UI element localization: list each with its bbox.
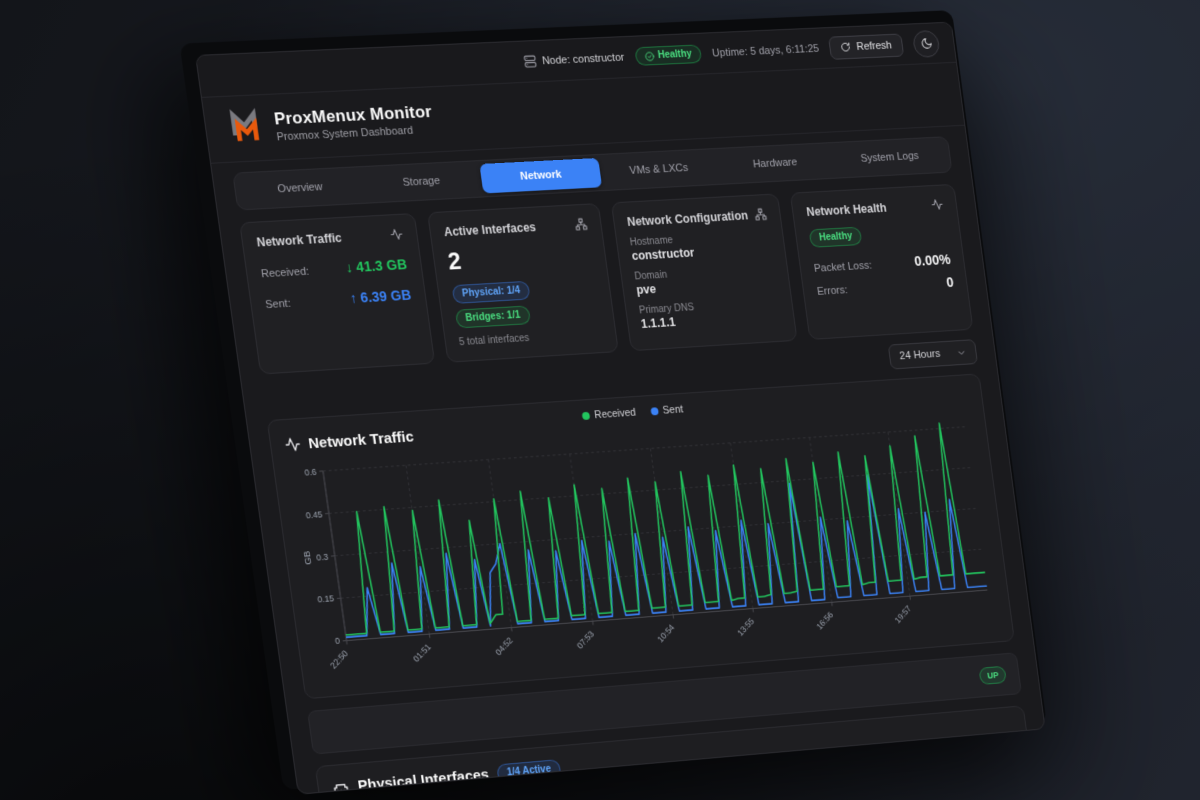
tab-vms-lxcs[interactable]: VMs & LXCs (628, 162, 689, 177)
sent-dot (650, 407, 659, 416)
moon-icon (919, 37, 932, 50)
uptime-text: Uptime: 5 days, 6:11:25 (711, 42, 820, 59)
svg-text:19:57: 19:57 (893, 603, 913, 625)
node-indicator: Node: constructor (523, 51, 625, 68)
node-label: Node: constructor (541, 51, 626, 67)
sent-value: ↑ 6.39 GB (348, 286, 413, 307)
refresh-button[interactable]: Refresh (828, 33, 905, 60)
card-title: Active Interfaces (443, 220, 537, 240)
activity-icon (284, 436, 302, 453)
active-count-badge: 1/4 Active (496, 759, 562, 784)
svg-text:16:56: 16:56 (814, 610, 835, 632)
chart-title: Network Traffic (307, 427, 415, 452)
svg-text:04:52: 04:52 (493, 635, 514, 657)
tab-overview[interactable]: Overview (276, 181, 324, 196)
activity-icon (930, 198, 943, 211)
card-title: Network Configuration (626, 208, 749, 229)
chevron-down-icon (956, 347, 967, 358)
bridges-count-badge: Bridges: 1/1 (454, 305, 532, 329)
card-title: Network Health (805, 201, 888, 219)
active-interface-count: 2 (446, 248, 463, 276)
total-interfaces-caption: 5 total interfaces (458, 333, 531, 349)
card-title: Network Traffic (255, 230, 343, 250)
check-circle-icon (644, 51, 655, 61)
traffic-chart-svg: 0 0.15 0.3 0.45 0.6 22:50 01:51 04:52 07:53 10:54… (301, 417, 1001, 671)
theme-toggle-button[interactable] (911, 29, 941, 58)
tab-network[interactable]: Network (479, 157, 603, 194)
physical-count-badge: Physical: 1/4 (451, 280, 531, 304)
tab-system-logs[interactable]: System Logs (859, 150, 920, 165)
network-tree-icon (754, 208, 768, 221)
errors-value: 0 (945, 274, 955, 290)
legend-sent: Sent (650, 404, 684, 418)
svg-text:0.3: 0.3 (316, 551, 329, 562)
chart-area[interactable]: 0 0.15 0.3 0.45 0.6 22:50 01:51 04:52 07:53 10:54… (288, 417, 1001, 689)
svg-text:GB: GB (301, 551, 314, 566)
ethernet-icon (331, 779, 350, 795)
packet-loss-label: Packet Loss: (813, 259, 873, 275)
received-value: ↓ 41.3 GB (344, 256, 408, 276)
svg-text:22:50: 22:50 (328, 648, 350, 670)
time-range-select[interactable]: 24 Hours (888, 339, 979, 370)
health-badge: Healthy (634, 44, 703, 66)
dashboard-scene: Node: constructor Healthy Uptime: 5 days… (179, 10, 1047, 795)
app-header: ProxMenux Monitor Proxmox System Dashboa… (201, 62, 965, 164)
tab-storage[interactable]: Storage (402, 175, 441, 189)
network-traffic-chart-card: Network Traffic Received Sent 0 0.15 0.3 0.… (266, 373, 1015, 700)
refresh-icon (840, 42, 851, 53)
tab-hardware[interactable]: Hardware (752, 156, 798, 171)
svg-text:01:51: 01:51 (411, 642, 433, 664)
svg-text:07:53: 07:53 (575, 629, 596, 651)
svg-text:0.45: 0.45 (305, 509, 323, 520)
physical-interfaces-title: Physical Interfaces (356, 766, 490, 795)
activity-icon (389, 228, 403, 242)
up-status-badge: UP (978, 665, 1007, 686)
received-dot (581, 411, 591, 421)
active-interfaces-card: Active Interfaces 2 Physical: 1/4 Bridge… (426, 203, 619, 363)
svg-text:0: 0 (334, 636, 340, 646)
svg-text:10:54: 10:54 (655, 622, 676, 644)
health-status-badge: Healthy (808, 226, 863, 248)
sent-label: Sent: (264, 297, 292, 312)
svg-text:13:55: 13:55 (735, 616, 756, 638)
svg-text:0.6: 0.6 (304, 466, 317, 477)
packet-loss-value: 0.00% (913, 251, 952, 269)
network-icon (574, 218, 588, 231)
svg-text:0.15: 0.15 (317, 594, 335, 605)
network-configuration-card: Network Configuration Hostname construct… (610, 193, 798, 352)
network-health-card: Network Health Healthy Packet Loss: 0.00… (789, 183, 974, 340)
network-traffic-card: Network Traffic Received: ↓ 41.3 GB Sent… (239, 213, 435, 375)
errors-label: Errors: (816, 284, 849, 298)
server-icon (523, 55, 537, 68)
app-window: Node: constructor Healthy Uptime: 5 days… (195, 21, 1046, 795)
received-label: Received: (260, 265, 310, 281)
proxmenux-logo (223, 105, 266, 150)
